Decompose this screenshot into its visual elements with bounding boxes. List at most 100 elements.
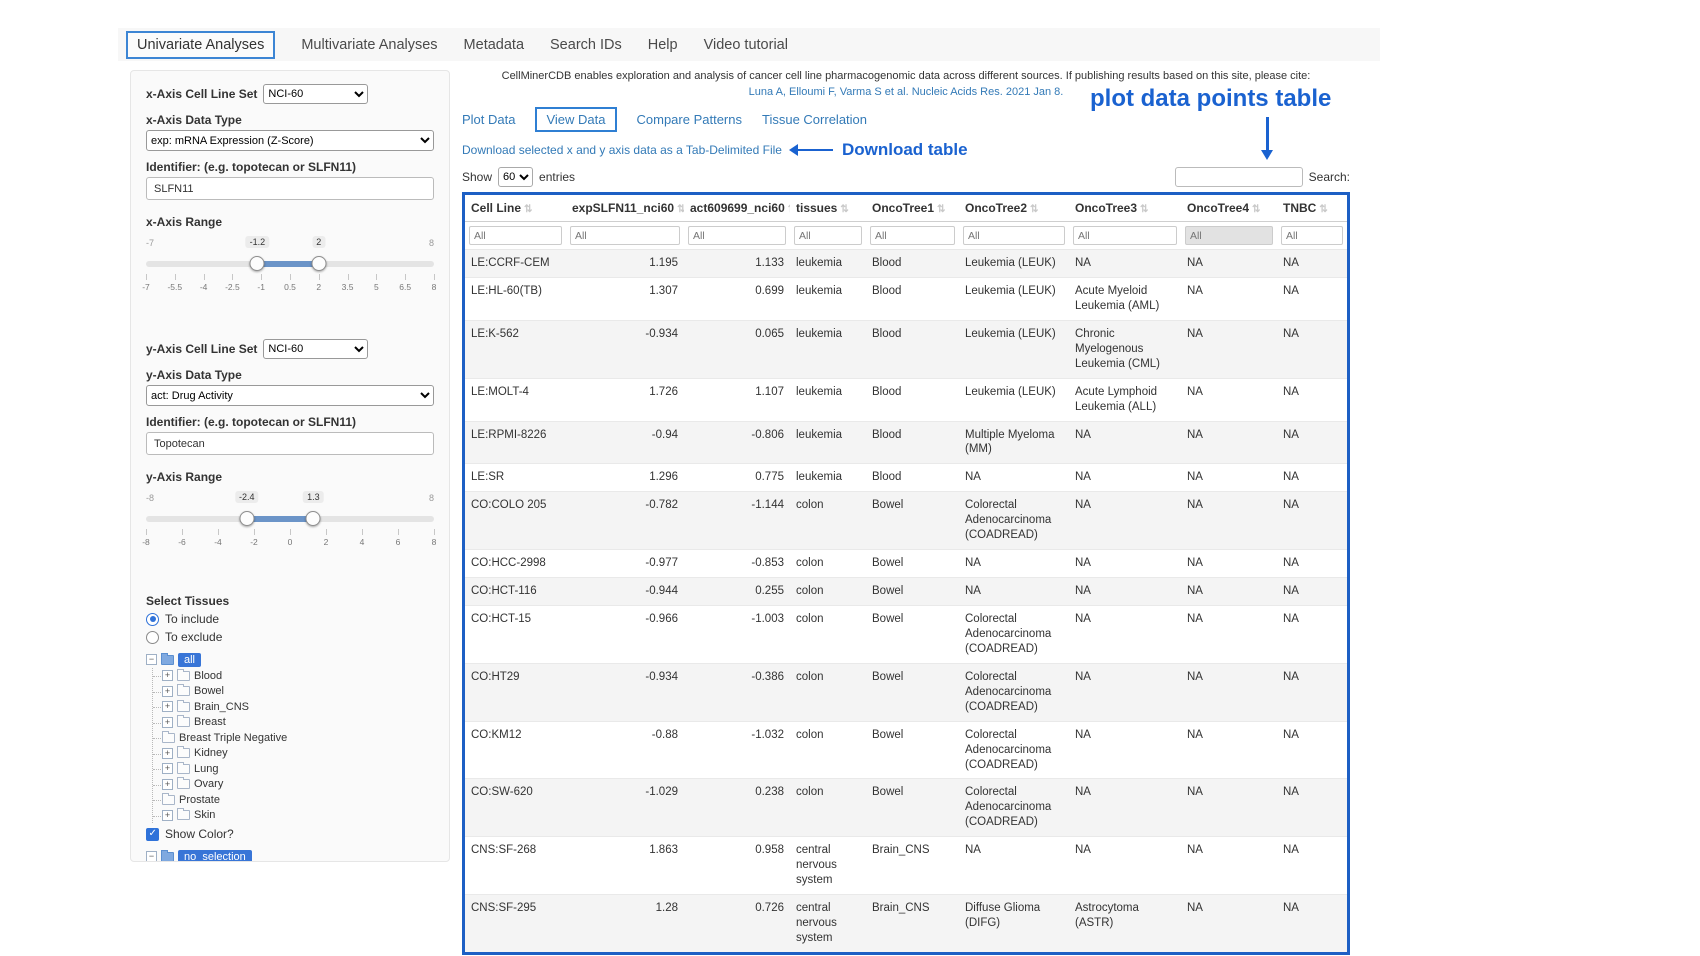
expand-icon[interactable]: + xyxy=(162,810,173,821)
show-color-checkbox[interactable] xyxy=(146,828,159,841)
column-header-act609699-nci60[interactable]: act609699_nci60⇅ xyxy=(684,195,790,222)
nav-tab-univariate-analyses[interactable]: Univariate Analyses xyxy=(126,31,275,59)
tissue-tree-item-blood[interactable]: +Blood xyxy=(153,668,434,684)
tissue-tree-item-breast-triple-negative[interactable]: Breast Triple Negative xyxy=(153,730,434,746)
tissue-tree-item-lung[interactable]: +Lung xyxy=(153,761,434,777)
slider-handle-from[interactable] xyxy=(239,511,254,526)
cell-act609699-nci60: -1.032 xyxy=(684,721,790,779)
cell-tnbc: NA xyxy=(1277,550,1347,578)
search-input[interactable] xyxy=(1175,167,1303,187)
cell-oncotree1: Bowel xyxy=(866,606,959,664)
column-filter-act609699-nci60[interactable] xyxy=(688,226,786,245)
y-cell-line-set-select[interactable]: NCI-60 xyxy=(263,339,368,359)
cell-tissues: leukemia xyxy=(790,464,866,492)
tab-view-data[interactable]: View Data xyxy=(535,107,616,132)
tab-tissue-correlation[interactable]: Tissue Correlation xyxy=(762,112,867,127)
show-color-checkbox-row[interactable]: Show Color? xyxy=(146,827,434,841)
radio-exclude-icon[interactable] xyxy=(146,631,159,644)
cell-oncotree2: Colorectal Adenocarcinoma (COADREAD) xyxy=(959,606,1069,664)
nav-tab-multivariate-analyses[interactable]: Multivariate Analyses xyxy=(301,37,437,53)
tissue-tree-item-skin[interactable]: + Skin xyxy=(153,808,434,824)
y-identifier-label: Identifier: (e.g. topotecan or SLFN11) xyxy=(146,415,434,429)
collapse-icon[interactable]: − xyxy=(146,654,157,665)
slider-min-label: -7 xyxy=(146,238,154,248)
tree-item-label: Brain_CNS xyxy=(194,701,249,713)
column-header-cell-line[interactable]: Cell Line⇅ xyxy=(465,195,566,222)
y-range-slider[interactable]: -88-2.41.3-8-6-4-202468 xyxy=(146,508,434,560)
column-header-oncotree4[interactable]: OncoTree4⇅ xyxy=(1181,195,1277,222)
expand-icon[interactable]: + xyxy=(162,779,173,790)
tissue-tree-item-prostate[interactable]: Prostate xyxy=(153,792,434,808)
expand-icon[interactable]: + xyxy=(162,701,173,712)
column-filter-oncotree2[interactable] xyxy=(963,226,1065,245)
column-filter-oncotree1[interactable] xyxy=(870,226,955,245)
cell-act609699-nci60: 0.065 xyxy=(684,320,790,378)
tissue-tree-item-bowel[interactable]: +Bowel xyxy=(153,684,434,700)
expand-icon[interactable]: + xyxy=(162,763,173,774)
tab-compare-patterns[interactable]: Compare Patterns xyxy=(637,112,743,127)
column-filter-tissues[interactable] xyxy=(794,226,862,245)
x-data-type-select[interactable]: exp: mRNA Expression (Z-Score) xyxy=(146,130,434,151)
table-row-cns-sf-268: CNS:SF-2681.8630.958central nervous syst… xyxy=(465,837,1347,895)
sort-icon: ⇅ xyxy=(677,204,684,215)
x-identifier-input[interactable] xyxy=(146,177,434,200)
radio-include-icon[interactable] xyxy=(146,613,159,626)
cell-expslfn11-nci60: -0.934 xyxy=(566,320,684,378)
tissues-include-radio[interactable]: To include xyxy=(146,612,434,626)
cell-oncotree3: NA xyxy=(1069,779,1181,837)
cell-oncotree3: NA xyxy=(1069,606,1181,664)
x-range-slider[interactable]: -78-1.22-7-5.5-4-2.5-10.523.556.58 xyxy=(146,253,434,305)
tissue-tree-item-brain-cns[interactable]: + Brain_CNS xyxy=(153,699,434,715)
nav-tab-video-tutorial[interactable]: Video tutorial xyxy=(704,37,788,53)
tree-item-label: Breast xyxy=(194,716,226,728)
cell-cell-line: LE:HL-60(TB) xyxy=(465,277,566,320)
tissue-tree-item-ovary[interactable]: +Ovary xyxy=(153,777,434,793)
tissue-tree-item-kidney[interactable]: +Kidney xyxy=(153,746,434,762)
cell-tnbc: NA xyxy=(1277,378,1347,421)
cell-oncotree3: NA xyxy=(1069,663,1181,721)
slider-handle-from[interactable] xyxy=(250,256,265,271)
table-row-le-molt-4: LE:MOLT-41.7261.107leukemiaBloodLeukemia… xyxy=(465,378,1347,421)
column-header-tissues[interactable]: tissues⇅ xyxy=(790,195,866,222)
column-filter-oncotree4[interactable] xyxy=(1185,226,1273,245)
cell-oncotree4: NA xyxy=(1181,250,1277,278)
slider-handle-to[interactable] xyxy=(306,511,321,526)
column-header-oncotree3[interactable]: OncoTree3⇅ xyxy=(1069,195,1181,222)
tab-plot-data[interactable]: Plot Data xyxy=(462,112,515,127)
tissues-exclude-radio[interactable]: To exclude xyxy=(146,630,434,644)
folder-icon xyxy=(177,764,190,774)
column-filter-tnbc[interactable] xyxy=(1281,226,1343,245)
slider-handle-to[interactable] xyxy=(311,256,326,271)
expand-icon[interactable]: + xyxy=(162,670,173,681)
entries-select[interactable]: 60 xyxy=(498,167,533,187)
x-cell-line-set-select[interactable]: NCI-60 xyxy=(263,84,368,104)
column-header-tnbc[interactable]: TNBC⇅ xyxy=(1277,195,1347,222)
tissue-tree-item-breast[interactable]: + Breast xyxy=(153,715,434,731)
column-filter-expslfn11-nci60[interactable] xyxy=(570,226,680,245)
column-filter-cell-line[interactable] xyxy=(469,226,562,245)
x-range-label: x-Axis Range xyxy=(146,215,434,229)
annotation-plot-data-points-table: plot data points table xyxy=(1090,85,1331,113)
nav-tab-metadata[interactable]: Metadata xyxy=(464,37,524,53)
cell-oncotree3: NA xyxy=(1069,421,1181,464)
column-header-expslfn11-nci60[interactable]: expSLFN11_nci60⇅ xyxy=(566,195,684,222)
download-link[interactable]: Download selected x and y axis data as a… xyxy=(462,143,782,157)
cell-oncotree2: NA xyxy=(959,837,1069,895)
tree-item-label: Skin xyxy=(194,809,215,821)
expand-icon[interactable]: + xyxy=(162,686,173,697)
cell-oncotree1: Bowel xyxy=(866,721,959,779)
collapse-icon[interactable]: − xyxy=(146,851,157,862)
column-filter-oncotree3[interactable] xyxy=(1073,226,1177,245)
tissue-tree-root-node[interactable]: −all xyxy=(146,651,434,668)
column-header-oncotree1[interactable]: OncoTree1⇅ xyxy=(866,195,959,222)
nav-tab-help[interactable]: Help xyxy=(648,37,678,53)
color-tree-root-node[interactable]: −no_selection xyxy=(146,848,434,862)
cell-oncotree1: Blood xyxy=(866,464,959,492)
y-data-type-select[interactable]: act: Drug Activity xyxy=(146,385,434,406)
expand-icon[interactable]: + xyxy=(162,717,173,728)
expand-icon[interactable]: + xyxy=(162,748,173,759)
column-header-oncotree2[interactable]: OncoTree2⇅ xyxy=(959,195,1069,222)
nav-tab-search-ids[interactable]: Search IDs xyxy=(550,37,622,53)
cell-expslfn11-nci60: -0.934 xyxy=(566,663,684,721)
y-identifier-input[interactable] xyxy=(146,432,434,455)
